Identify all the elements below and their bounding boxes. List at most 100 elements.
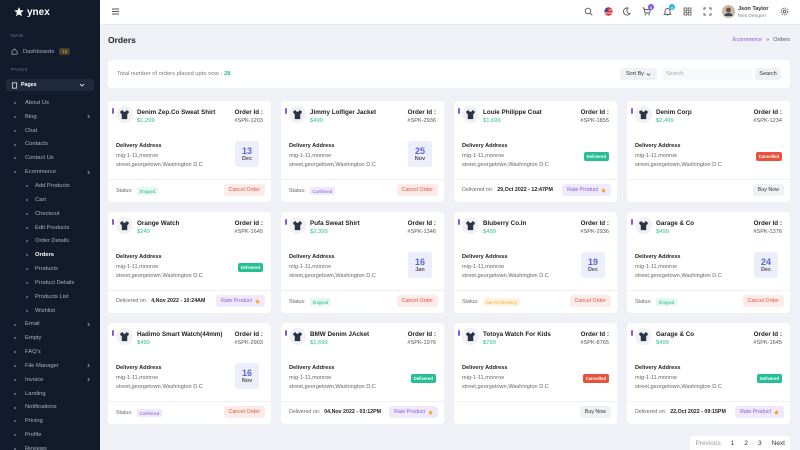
settings-icon[interactable] — [780, 7, 789, 16]
order-id: #SPK-1346 — [407, 229, 436, 235]
nav-item[interactable]: Cart — [0, 193, 100, 207]
pagination-page[interactable]: 2 — [744, 439, 748, 447]
nav-item[interactable]: Add Products — [0, 179, 100, 193]
action-button[interactable]: Rate Product — [216, 295, 265, 307]
nav-item[interactable]: Edit Products — [0, 221, 100, 235]
breadcrumb-link[interactable]: Ecommerce — [732, 37, 763, 43]
logo[interactable]: ynex — [14, 5, 50, 19]
nav-item[interactable]: Reviews — [0, 442, 100, 450]
card-divider — [454, 179, 617, 180]
nav-dot — [14, 351, 16, 354]
nav-badge: 12 — [59, 48, 71, 55]
nav-label: Order Details — [35, 238, 70, 245]
nav-dot — [14, 378, 16, 381]
menu-toggle[interactable] — [111, 7, 120, 16]
nav-item[interactable]: Order Details — [0, 234, 100, 248]
product-price: $499 — [656, 229, 669, 235]
card-accent — [458, 330, 460, 336]
card-divider — [627, 290, 790, 291]
date-month: Nov — [241, 378, 253, 384]
order-id-label: Order Id : — [234, 220, 263, 227]
nav-item[interactable]: Product Details — [0, 276, 100, 290]
pagination-previous[interactable]: Previous — [695, 439, 721, 447]
nav-item[interactable]: File Manager — [0, 359, 100, 373]
nav-item[interactable]: Email — [0, 318, 100, 332]
nav-item[interactable]: Invoice — [0, 373, 100, 387]
nav-item[interactable]: Products — [0, 262, 100, 276]
search-button-label: Search — [759, 71, 777, 77]
order-id: #SPK-1976 — [407, 340, 436, 346]
nav-item[interactable]: Chat — [0, 124, 100, 138]
status-label: Status: — [462, 299, 479, 305]
pagination-page[interactable]: 3 — [758, 439, 762, 447]
nav-item[interactable]: Dashboards 12 — [6, 45, 94, 58]
pagination-next[interactable]: Next — [771, 439, 785, 447]
nav-item[interactable]: Profile — [0, 428, 100, 442]
nav-label: Invoice — [25, 376, 44, 383]
search-button[interactable]: Search — [755, 68, 781, 80]
chevron — [87, 364, 90, 368]
nav-label: Notifications — [25, 404, 57, 411]
nav-item[interactable]: Pages — [6, 79, 94, 91]
order-id-label: Order Id : — [234, 109, 263, 116]
nav-item[interactable]: Contact Us — [0, 151, 100, 165]
nav-label: Orders — [35, 252, 55, 259]
fullscreen-icon[interactable] — [703, 7, 712, 16]
order-count: 28 — [224, 71, 231, 77]
action-button[interactable]: Cancel Order — [223, 184, 265, 196]
order-id: #SPK-2936 — [580, 229, 609, 235]
nav-item[interactable]: About Us — [0, 96, 100, 110]
star-icon — [255, 298, 260, 304]
nav-item[interactable]: Products List — [0, 290, 100, 304]
theme-toggle[interactable] — [622, 7, 631, 16]
language-flag[interactable] — [604, 7, 613, 16]
date-month: Jan — [415, 267, 425, 273]
action-button[interactable]: Cancel Order — [223, 406, 265, 418]
delivery-address-label: Delivery Address — [289, 365, 335, 371]
nav-item[interactable]: Notifications — [0, 401, 100, 415]
nav-item[interactable]: Orders — [0, 248, 100, 262]
action-button[interactable]: Cancel Order — [396, 295, 438, 307]
product-icon — [292, 220, 303, 231]
home-icon — [11, 48, 18, 55]
card-footer: Status: Out For Delivery — [462, 298, 520, 306]
search-icon[interactable] — [584, 7, 593, 16]
order-badge: Cancelled — [755, 152, 782, 161]
order-id-label: Order Id : — [753, 109, 782, 116]
action-button[interactable]: Rate Product — [562, 184, 611, 196]
nav-item[interactable]: Landing — [0, 387, 100, 401]
product-image — [462, 217, 479, 234]
action-button[interactable]: Buy Now — [579, 406, 611, 418]
nav-item[interactable]: Empty — [0, 331, 100, 345]
nav-item[interactable]: Checkout — [0, 207, 100, 221]
nav-item[interactable]: Blog — [0, 110, 100, 124]
nav-item[interactable]: Contacts — [0, 138, 100, 152]
order-id: #SPK-1203 — [234, 118, 263, 124]
action-button[interactable]: Cancel Order — [396, 184, 438, 196]
order-id-label: Order Id : — [407, 331, 436, 338]
action-button[interactable]: Cancel Order — [742, 295, 784, 307]
apps-icon[interactable] — [683, 7, 692, 16]
nav-list: About Us Blog Chat Contacts Contact Us Ecomme… — [0, 96, 100, 450]
nav-label: Email — [25, 321, 40, 328]
nav-label: Profile — [25, 432, 42, 439]
nav-item[interactable]: Wishlist — [0, 304, 100, 318]
action-button[interactable]: Rate Product — [389, 406, 438, 418]
nav-item[interactable]: Pricing — [0, 414, 100, 428]
order-badge: Delivered — [583, 152, 609, 161]
action-button[interactable]: Cancel Order — [569, 295, 611, 307]
section-label: MAIN — [11, 33, 24, 38]
action-button[interactable]: Buy Now — [752, 184, 784, 196]
nav-item[interactable]: Ecommerce — [0, 165, 100, 179]
date-tile: 16 Nov — [235, 363, 259, 389]
action-label: Buy Now — [584, 409, 606, 415]
nav-dot — [14, 365, 16, 368]
card-accent — [631, 108, 633, 114]
sort-button[interactable]: Sort By — [620, 68, 657, 80]
pagination-page[interactable]: 1 — [730, 439, 735, 447]
date-tile: 16 Jan — [408, 252, 432, 278]
search-input[interactable]: Search — [662, 68, 752, 80]
action-button[interactable]: Rate Product — [735, 406, 784, 418]
nav-item[interactable]: FAQ's — [0, 345, 100, 359]
avatar[interactable] — [722, 5, 735, 18]
